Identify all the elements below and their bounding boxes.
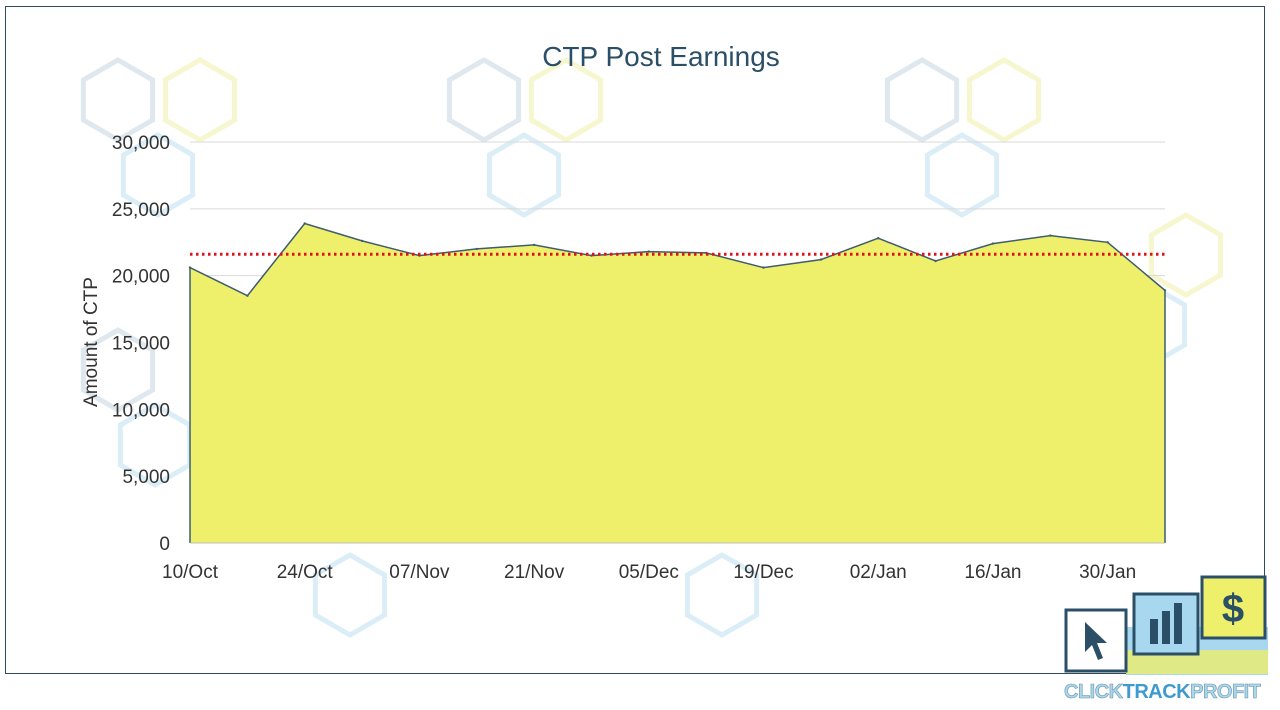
- watermark-hexagon: [80, 57, 156, 143]
- data-point: [303, 222, 306, 225]
- data-point: [877, 237, 880, 240]
- svg-text:CLICKTRACKPROFIT: CLICKTRACKPROFIT: [1064, 681, 1261, 703]
- watermark-hexagon: [924, 132, 1000, 218]
- data-point: [360, 239, 364, 243]
- data-point: [1049, 234, 1052, 237]
- x-tick-label: 07/Nov: [389, 562, 450, 583]
- axes: 0 5,000 10,000 15,000 20,000 25,000 30,000 10/O…: [112, 133, 1165, 583]
- watermark-hexagon: [312, 552, 388, 638]
- area-series: [188, 222, 1167, 543]
- watermark-hexagon: [684, 552, 760, 638]
- data-point: [1163, 289, 1167, 292]
- x-tick-label: 24/Oct: [277, 562, 334, 583]
- clicktrackprofit-logo: $ CLICKTRACKPROFIT: [1064, 575, 1268, 703]
- data-point: [934, 259, 937, 263]
- series-line: [189, 222, 1166, 543]
- x-tick-label: 19/Dec: [733, 562, 793, 583]
- data-point: [475, 247, 478, 251]
- y-tick-label: 30,000: [112, 133, 170, 154]
- y-tick-label: 25,000: [112, 200, 170, 221]
- y-axis-label: Amount of CTP: [81, 277, 102, 407]
- data-point: [762, 266, 765, 269]
- chart-frame: [5, 6, 1265, 674]
- watermark-hexagon: [884, 57, 960, 143]
- cursor-icon: [1085, 622, 1107, 660]
- watermark-hexagon: [966, 57, 1042, 143]
- watermark-hexagon: [120, 132, 196, 218]
- data-point: [647, 250, 650, 253]
- data-point: [188, 266, 192, 269]
- watermark-hexagon: [1148, 212, 1224, 298]
- x-tick-label: 02/Jan: [850, 562, 907, 583]
- data-point: [819, 258, 823, 261]
- chart-title: CTP Post Earnings: [542, 41, 780, 72]
- watermark-hexagon: [528, 57, 604, 143]
- y-tick-label: 0: [159, 534, 170, 555]
- watermark-hexagon: [80, 327, 156, 413]
- data-point: [991, 242, 995, 245]
- y-tick-label: 20,000: [112, 267, 170, 288]
- y-tick-label: 10,000: [112, 400, 170, 421]
- dollar-icon: $: [1222, 587, 1244, 631]
- watermark-hexagon: [446, 57, 522, 143]
- area-fill: [190, 223, 1165, 543]
- logo-click-text: CLICK: [1064, 681, 1124, 703]
- y-tick-label: 15,000: [112, 334, 170, 355]
- x-tick-label: 30/Jan: [1079, 562, 1136, 583]
- logo-profit-text: PROFIT: [1190, 681, 1261, 703]
- x-tick-label: 21/Nov: [504, 562, 565, 583]
- x-tick-label: 16/Jan: [964, 562, 1021, 583]
- data-point: [1106, 241, 1109, 244]
- y-tick-label: 5,000: [122, 467, 170, 488]
- watermark-hexagon: [486, 132, 562, 218]
- x-tick-label: 10/Oct: [162, 562, 219, 583]
- logo-dollar-box: [1200, 575, 1267, 640]
- watermark-hexagon: [162, 57, 238, 143]
- logo-track-text: TRACK: [1123, 681, 1192, 703]
- watermark-background: [80, 57, 1224, 638]
- bar-chart-icon: [1150, 603, 1182, 644]
- data-point: [246, 294, 249, 297]
- data-point: [532, 243, 536, 247]
- x-tick-label: 05/Dec: [619, 562, 679, 583]
